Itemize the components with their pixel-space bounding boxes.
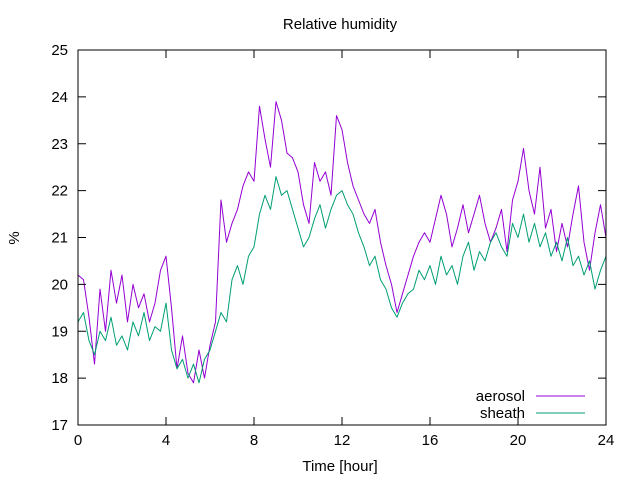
x-tick-label: 12 [334,432,351,449]
plot-frame [77,49,607,426]
legend: aerosol sheath [476,388,585,422]
y-tick-label: 21 [51,230,68,247]
legend-label-aerosol: aerosol [476,388,525,405]
y-tick-label: 24 [51,89,68,106]
legend-label-sheath: sheath [480,405,525,422]
x-tick-label: 24 [598,432,615,449]
ticks-layer: 0 4 8 12 16 20 24 17 18 19 20 21 22 23 24 25 [51,42,614,449]
x-tick-label: 16 [422,432,439,449]
y-tick-label: 19 [51,323,68,340]
x-tick-label: 8 [250,432,258,449]
x-tick-label: 20 [510,432,527,449]
series-line-sheath [77,176,607,384]
y-axis-label: % [6,231,23,244]
y-tick-label: 17 [51,417,68,434]
y-tick-label: 20 [51,276,68,293]
x-tick-label: 4 [162,432,170,449]
x-tick-label: 0 [74,432,82,449]
series-layer [77,101,607,384]
y-tick-label: 18 [51,370,68,387]
y-tick-label: 23 [51,136,68,153]
y-tick-label: 25 [51,42,68,59]
series-line-aerosol [77,101,607,384]
y-tick-label: 22 [51,183,68,200]
x-axis-label: Time [hour] [302,458,377,475]
chart-title: Relative humidity [283,16,398,33]
